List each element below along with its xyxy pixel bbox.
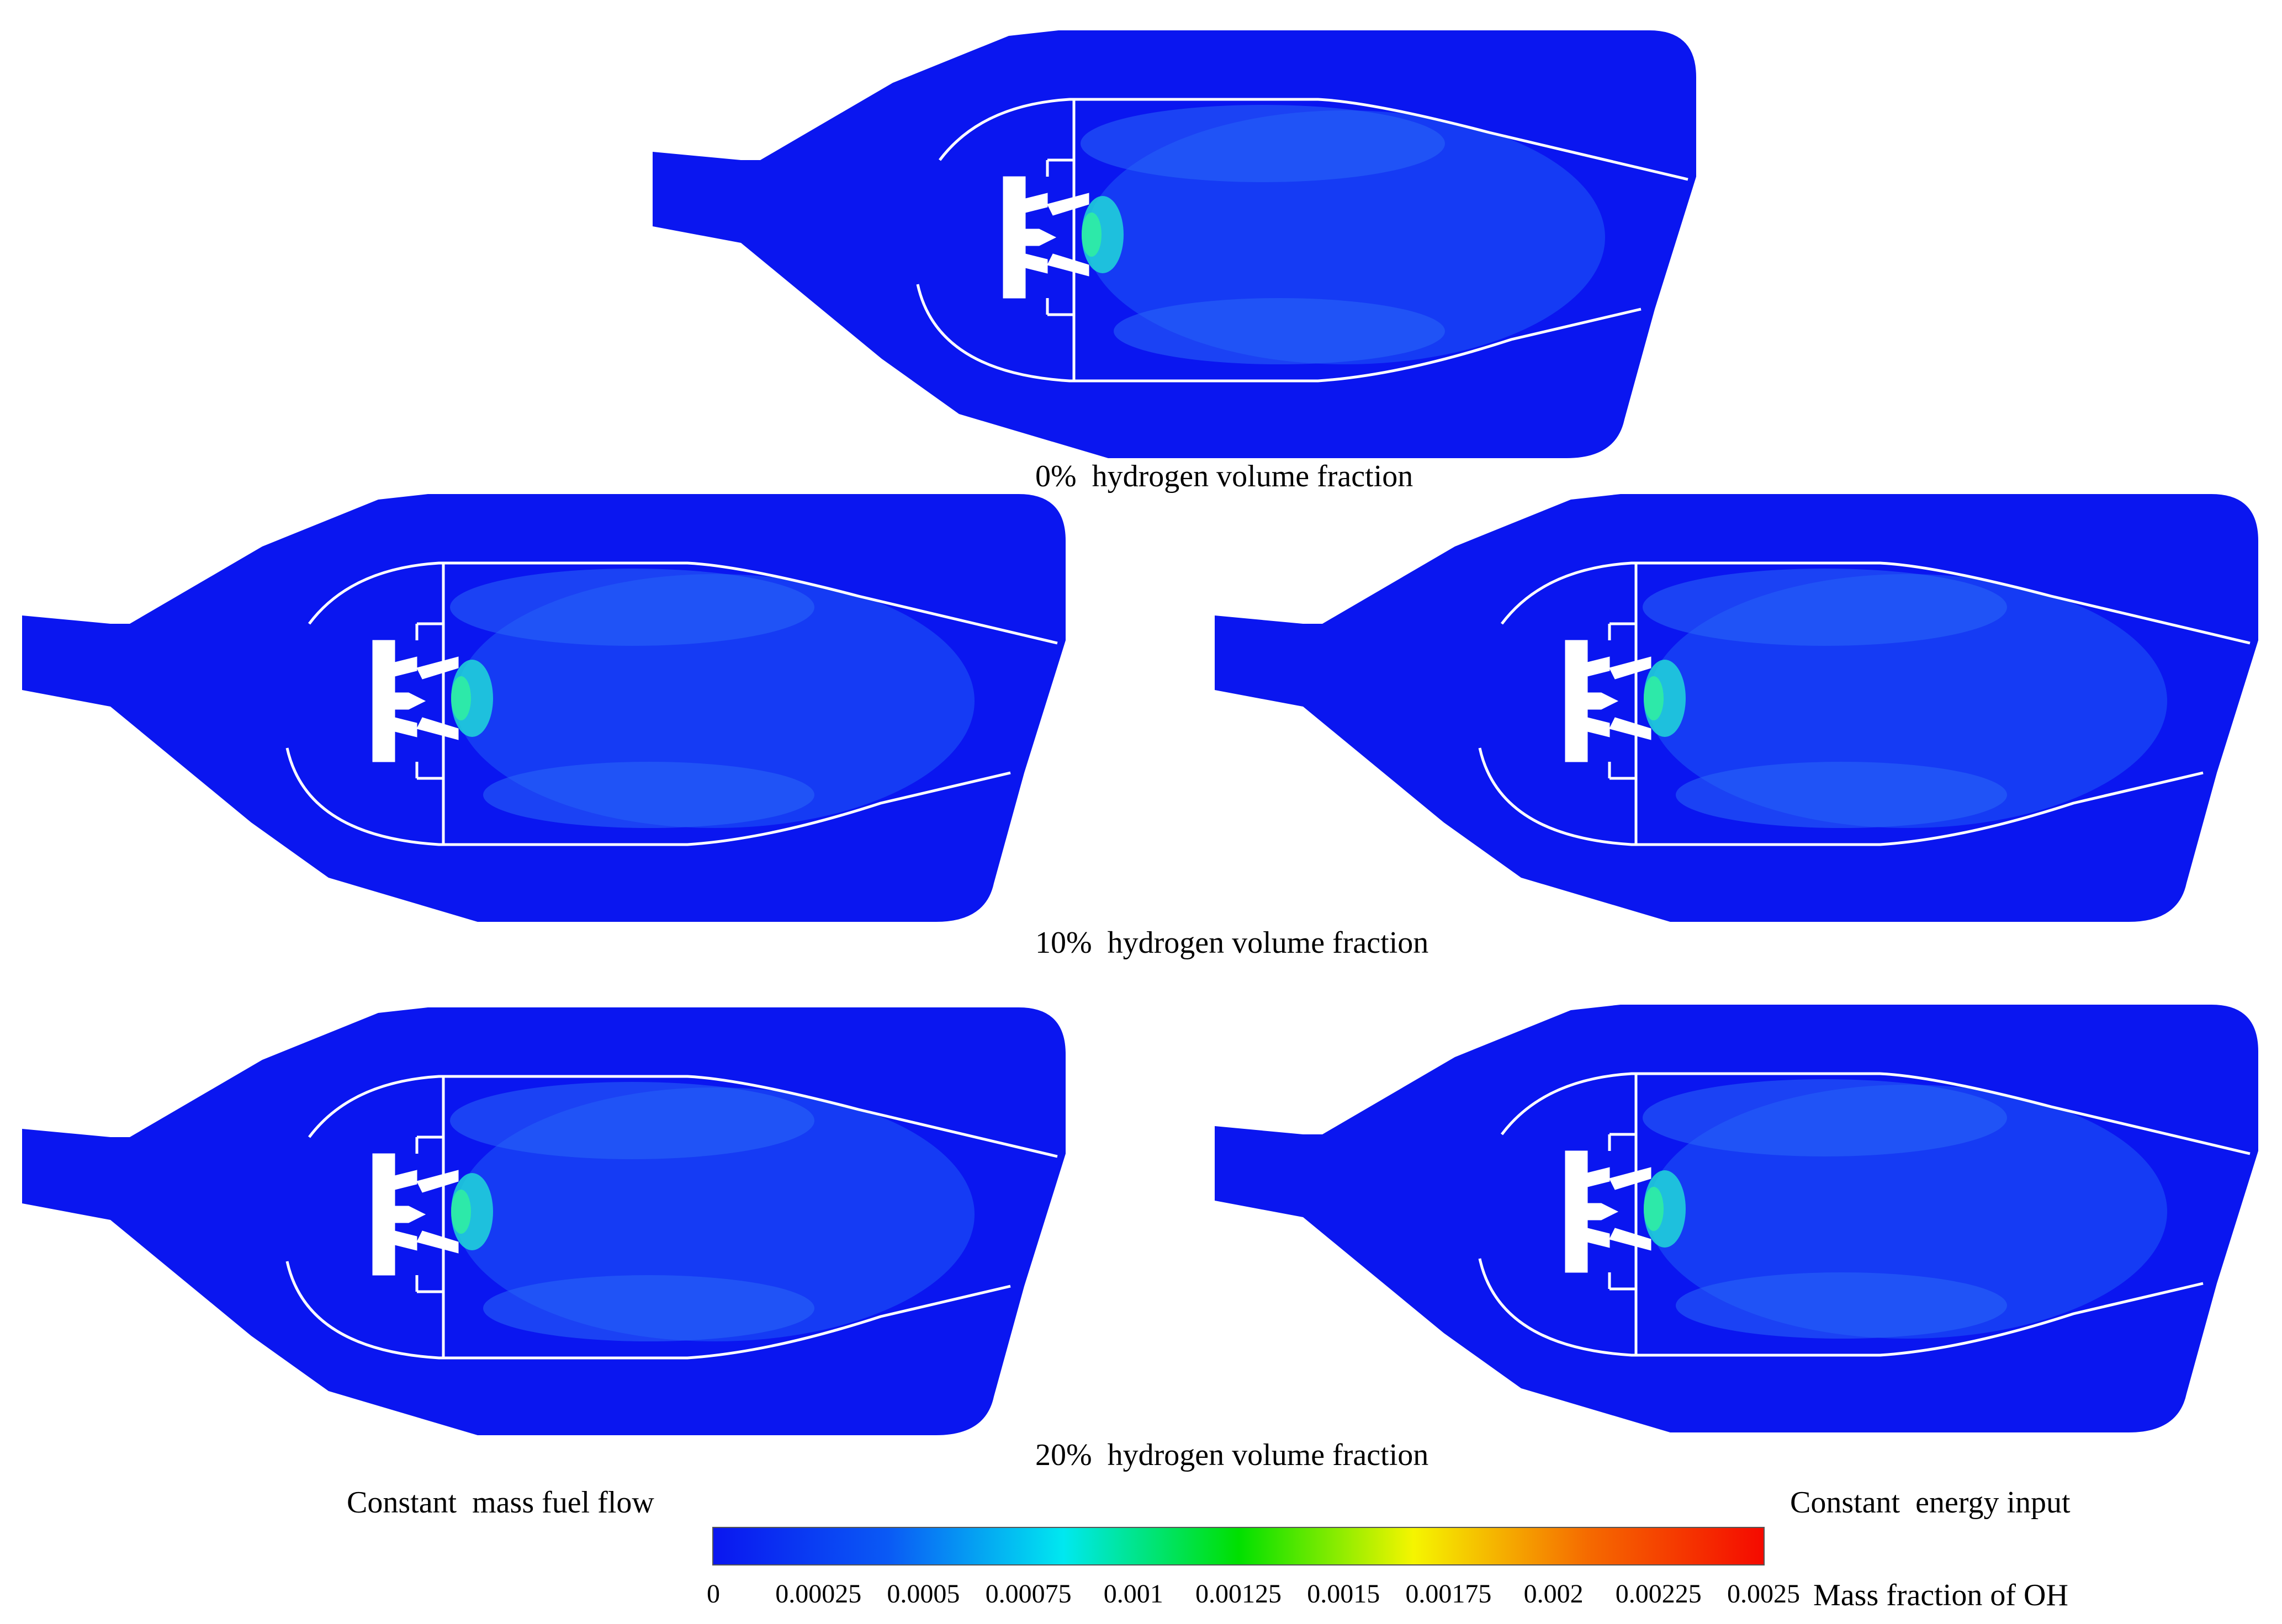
combustor-panel-mid-left (22, 494, 1066, 922)
combustor-panel-mid-right (1215, 494, 2258, 922)
colorbar (712, 1527, 1765, 1565)
combustor-panel-bot-right (1215, 1005, 2258, 1432)
colorbar-title: Mass fraction of OH (1813, 1578, 2068, 1612)
caption-0-percent: 0% hydrogen volume fraction (1035, 459, 1413, 493)
combustor-panel-top (653, 30, 1696, 458)
colorbar-tick-label: 0.001 (1103, 1579, 1163, 1609)
colorbar-tick-label: 0.00075 (985, 1579, 1072, 1609)
caption-constant-mass-fuel-flow: Constant mass fuel flow (347, 1485, 654, 1520)
caption-10-percent: 10% hydrogen volume fraction (1035, 926, 1429, 960)
colorbar-tick-label: 0 (707, 1579, 720, 1609)
colorbar-tick-label: 0.002 (1523, 1579, 1584, 1609)
colorbar-tick-label: 0.00225 (1615, 1579, 1702, 1609)
colorbar-tick-label: 0.0015 (1307, 1579, 1380, 1609)
combustor-panel-bot-left (22, 1007, 1066, 1435)
caption-constant-energy-input: Constant energy input (1790, 1485, 2071, 1520)
colorbar-tick-label: 0.0005 (887, 1579, 960, 1609)
colorbar-tick-label: 0.0025 (1727, 1579, 1800, 1609)
colorbar-tick-label: 0.00125 (1195, 1579, 1282, 1609)
caption-20-percent: 20% hydrogen volume fraction (1035, 1438, 1429, 1472)
colorbar-tick-label: 0.00025 (775, 1579, 862, 1609)
colorbar-tick-label: 0.00175 (1405, 1579, 1492, 1609)
